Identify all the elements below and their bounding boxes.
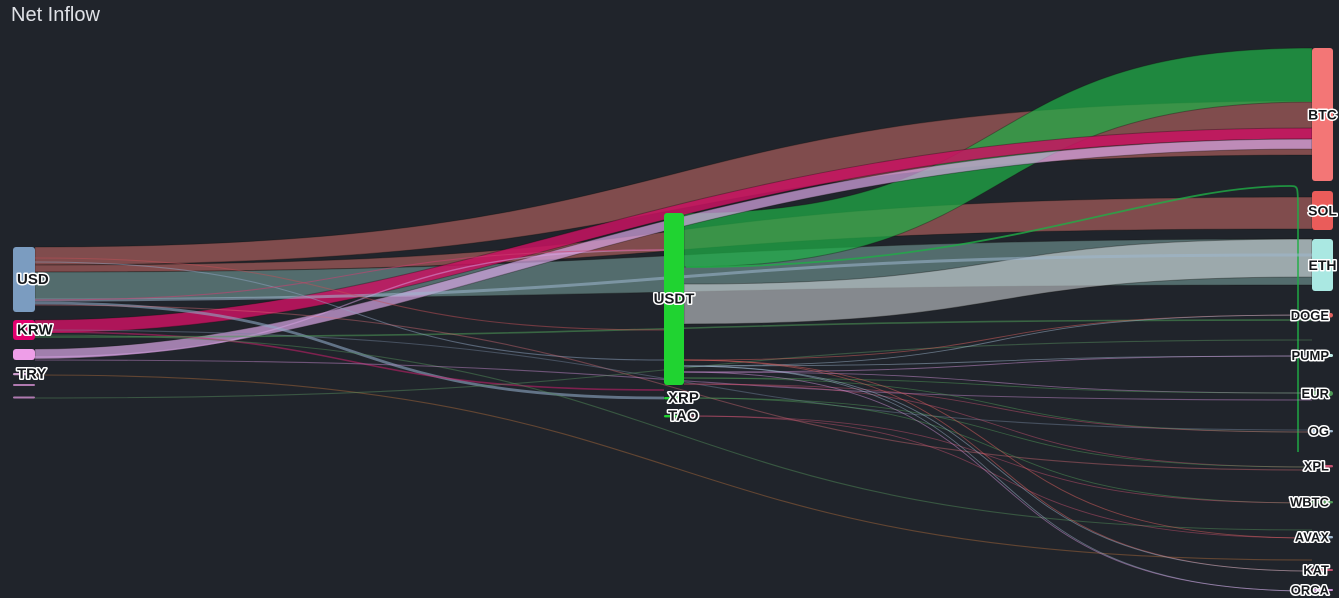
svg-text:BTC: BTC	[1308, 107, 1337, 123]
svg-text:DOGE: DOGE	[1291, 308, 1330, 323]
svg-text:XPL: XPL	[1304, 459, 1329, 474]
svg-text:USDT: USDT	[654, 291, 695, 308]
svg-text:XRP: XRP	[668, 390, 699, 407]
svg-text:USD: USD	[17, 271, 49, 288]
svg-text:ETH: ETH	[1309, 257, 1337, 273]
svg-text:PUMP: PUMP	[1291, 348, 1329, 363]
svg-text:KAT: KAT	[1303, 563, 1329, 578]
svg-text:TAO: TAO	[668, 408, 699, 425]
svg-text:TRY: TRY	[17, 366, 46, 383]
svg-text:WBTC: WBTC	[1290, 495, 1330, 510]
svg-text:ORCA: ORCA	[1291, 583, 1330, 598]
svg-text:AVAX: AVAX	[1295, 530, 1330, 545]
svg-text:OG: OG	[1309, 424, 1329, 439]
svg-text:EUR: EUR	[1302, 386, 1330, 401]
svg-text:KRW: KRW	[17, 322, 53, 339]
svg-text:SOL: SOL	[1308, 203, 1337, 219]
